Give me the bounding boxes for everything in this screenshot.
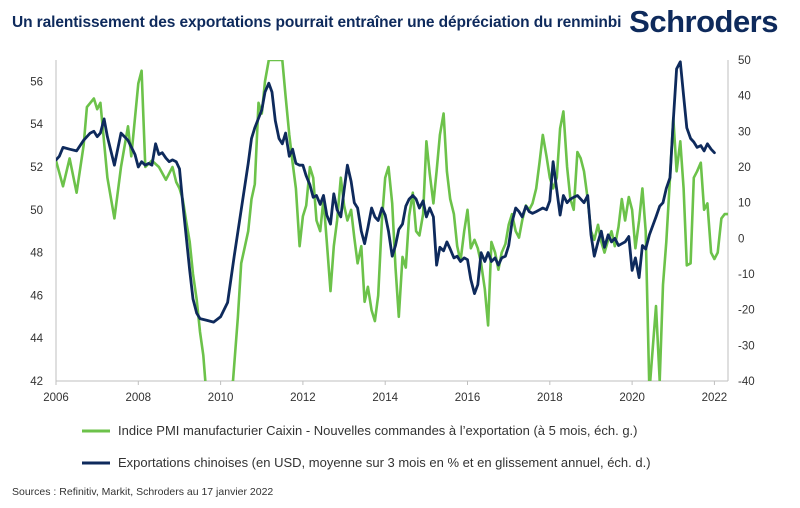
right-tick-label: 30 [738, 126, 751, 138]
right-axis-ticks: -40 -30 -20 -10 0 10 20 30 40 50 [738, 55, 755, 388]
x-tick-label: 2018 [537, 392, 563, 404]
right-tick-label: 10 [738, 198, 751, 210]
legend: Indice PMI manufacturier Caixin - Nouvel… [82, 423, 651, 470]
x-tick-label: 2008 [126, 392, 152, 404]
x-axis-ticks: 2006 2008 2010 2012 2014 2016 2018 2020 2022 [43, 381, 727, 404]
right-tick-label: 0 [738, 233, 744, 245]
left-tick-label: 56 [30, 76, 43, 88]
right-tick-label: -40 [738, 376, 755, 388]
series-lines [56, 60, 728, 381]
legend-label-pmi: Indice PMI manufacturier Caixin - Nouvel… [118, 423, 638, 438]
schroders-logo: Schroders [629, 4, 778, 39]
left-tick-label: 48 [30, 248, 43, 260]
right-tick-label: 50 [738, 55, 751, 67]
chart-title: Un ralentissement des exportations pourr… [12, 14, 622, 31]
left-tick-label: 50 [30, 205, 43, 217]
left-tick-label: 54 [30, 119, 43, 131]
x-tick-label: 2014 [372, 392, 398, 404]
left-tick-label: 46 [30, 290, 43, 302]
right-tick-label: 40 [738, 91, 751, 103]
legend-item-pmi: Indice PMI manufacturier Caixin - Nouvel… [82, 423, 638, 438]
left-tick-label: 42 [30, 376, 43, 388]
right-tick-label: -30 [738, 340, 755, 352]
exports-series-line [56, 60, 716, 324]
plot-area: 2006 2008 2010 2012 2014 2016 2018 2020 2022 424… [30, 55, 754, 404]
x-tick-label: 2020 [619, 392, 645, 404]
right-tick-label: 20 [738, 162, 751, 174]
source-note: Sources : Refinitiv, Markit, Schroders a… [12, 486, 274, 498]
pmi-series-line [56, 60, 728, 381]
x-tick-label: 2010 [208, 392, 234, 404]
x-tick-label: 2022 [702, 392, 728, 404]
right-tick-label: -20 [738, 305, 755, 317]
left-axis-ticks: 42 44 46 48 50 52 54 56 [30, 76, 43, 388]
x-tick-label: 2006 [43, 392, 69, 404]
right-tick-label: -10 [738, 269, 755, 281]
left-tick-label: 52 [30, 162, 43, 174]
x-tick-label: 2012 [290, 392, 316, 404]
left-tick-label: 44 [30, 333, 43, 345]
x-tick-label: 2016 [455, 392, 481, 404]
legend-item-exports: Exportations chinoises (en USD, moyenne … [82, 455, 651, 470]
legend-label-exports: Exportations chinoises (en USD, moyenne … [118, 455, 651, 470]
